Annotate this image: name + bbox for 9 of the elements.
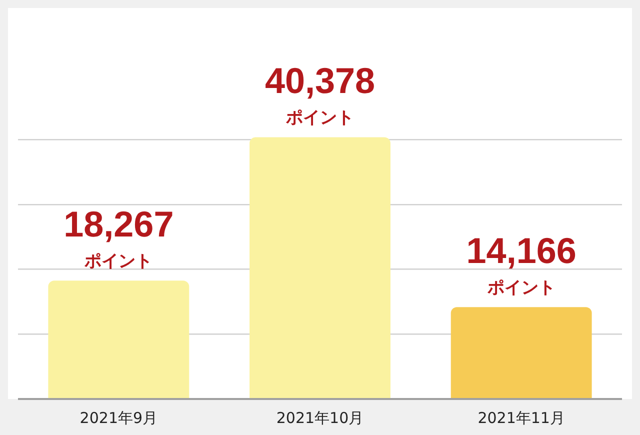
data-label: 18,267 [64, 204, 174, 245]
x-tick-label: 2021年9月 [80, 408, 158, 427]
data-label: 14,166 [466, 230, 576, 272]
data-label: 40,378 [264, 60, 376, 102]
x-tick-label: 2021年11月 [478, 408, 565, 427]
x-tick-label: 2021年10月 [276, 408, 364, 427]
annotation: ポイント [84, 252, 153, 272]
annotation: ポイント [285, 108, 354, 128]
annotation: ポイント [486, 278, 556, 298]
